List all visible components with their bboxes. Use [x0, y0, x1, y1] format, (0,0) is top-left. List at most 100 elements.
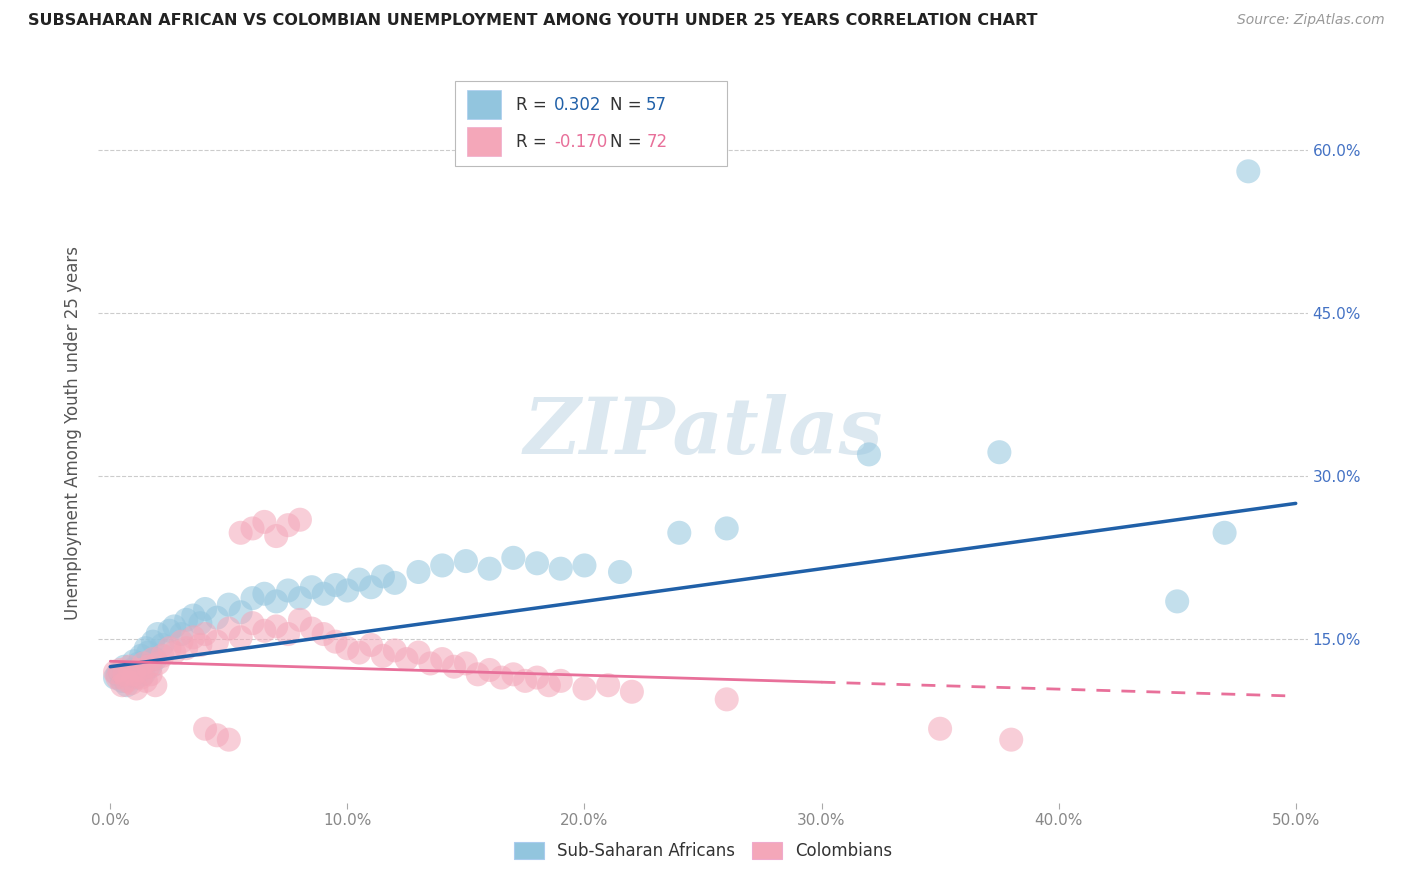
Point — [454, 554, 477, 568]
Point — [550, 673, 572, 688]
Point — [181, 630, 204, 644]
Point — [1000, 732, 1022, 747]
Point — [108, 665, 131, 680]
Point — [146, 627, 169, 641]
Text: N =: N = — [610, 133, 647, 151]
Point — [502, 550, 524, 565]
Point — [277, 583, 299, 598]
Point — [190, 616, 212, 631]
Point — [118, 667, 141, 681]
Point — [105, 667, 128, 681]
Point — [159, 624, 181, 638]
Point — [432, 558, 454, 573]
Point — [502, 667, 524, 681]
Point — [152, 638, 174, 652]
Point — [139, 659, 162, 673]
Point — [205, 634, 228, 648]
Point — [135, 641, 157, 656]
Point — [163, 619, 186, 633]
Point — [190, 638, 212, 652]
Point — [609, 565, 631, 579]
Point — [360, 638, 382, 652]
Point — [129, 648, 152, 663]
Point — [104, 665, 127, 680]
Point — [114, 659, 136, 673]
Point — [242, 521, 264, 535]
Point — [264, 619, 287, 633]
Point — [242, 591, 264, 606]
Point — [146, 657, 169, 671]
Point — [143, 652, 166, 666]
FancyBboxPatch shape — [456, 81, 727, 166]
Point — [574, 681, 596, 696]
Point — [125, 681, 148, 696]
Point — [384, 575, 406, 590]
Point — [142, 634, 165, 648]
Point — [312, 587, 335, 601]
Point — [1213, 525, 1236, 540]
Point — [242, 616, 264, 631]
Point — [408, 646, 430, 660]
Point — [478, 562, 501, 576]
Point — [1237, 164, 1260, 178]
Text: SUBSAHARAN AFRICAN VS COLOMBIAN UNEMPLOYMENT AMONG YOUTH UNDER 25 YEARS CORRELAT: SUBSAHARAN AFRICAN VS COLOMBIAN UNEMPLOY… — [28, 13, 1038, 29]
Point — [139, 667, 162, 681]
Point — [277, 627, 299, 641]
Point — [159, 641, 181, 656]
Point — [384, 643, 406, 657]
Point — [620, 685, 643, 699]
Point — [312, 627, 335, 641]
Point — [128, 657, 150, 671]
Point — [467, 667, 489, 681]
Point — [170, 627, 193, 641]
Point — [454, 657, 477, 671]
Point — [336, 641, 359, 656]
Point — [194, 722, 217, 736]
Point — [218, 598, 240, 612]
Point — [288, 613, 311, 627]
Point — [288, 513, 311, 527]
Point — [136, 646, 159, 660]
Point — [264, 594, 287, 608]
Point — [181, 608, 204, 623]
FancyBboxPatch shape — [467, 127, 501, 156]
Legend: Sub-Saharan Africans, Colombians: Sub-Saharan Africans, Colombians — [505, 834, 901, 869]
Point — [537, 678, 560, 692]
Point — [229, 525, 252, 540]
Point — [111, 678, 134, 692]
Point — [347, 573, 370, 587]
Text: R =: R = — [516, 133, 551, 151]
Point — [122, 654, 145, 668]
Y-axis label: Unemployment Among Youth under 25 years: Unemployment Among Youth under 25 years — [65, 245, 83, 620]
Text: R =: R = — [516, 95, 551, 113]
FancyBboxPatch shape — [467, 90, 501, 120]
Text: -0.170: -0.170 — [554, 133, 607, 151]
Point — [264, 529, 287, 543]
Point — [218, 622, 240, 636]
Point — [132, 657, 155, 671]
Point — [194, 602, 217, 616]
Point — [115, 678, 138, 692]
Point — [174, 641, 197, 656]
Point — [253, 587, 276, 601]
Point — [515, 673, 537, 688]
Point — [598, 678, 620, 692]
Point — [253, 624, 276, 638]
Point — [229, 630, 252, 644]
Point — [114, 667, 136, 681]
Point — [716, 521, 738, 535]
Point — [135, 673, 157, 688]
Point — [152, 648, 174, 663]
Text: Source: ZipAtlas.com: Source: ZipAtlas.com — [1237, 13, 1385, 28]
Point — [395, 652, 418, 666]
Point — [121, 676, 143, 690]
Point — [419, 657, 441, 671]
Point — [218, 732, 240, 747]
Point — [371, 569, 394, 583]
Point — [432, 652, 454, 666]
Text: 0.302: 0.302 — [554, 95, 602, 113]
Point — [105, 671, 128, 685]
Point — [301, 580, 323, 594]
Point — [550, 562, 572, 576]
Point — [118, 659, 141, 673]
